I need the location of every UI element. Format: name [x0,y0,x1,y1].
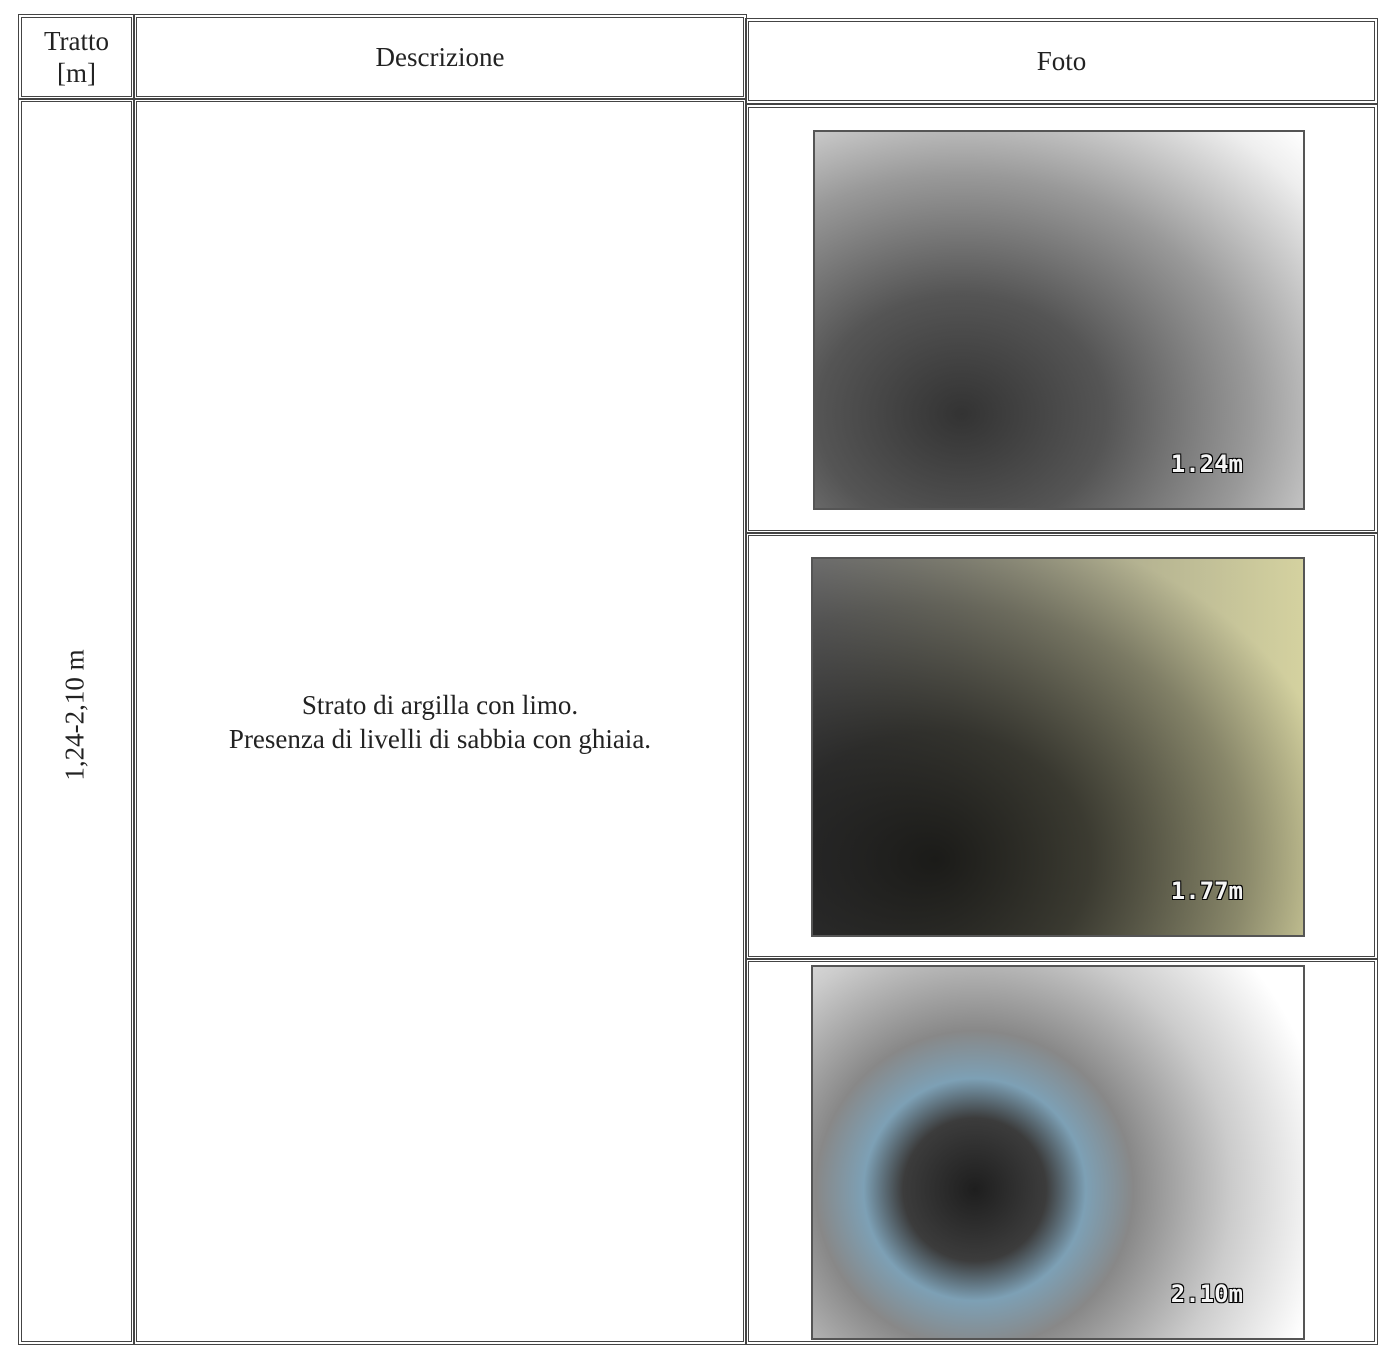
photo-label: 1.77m [1170,877,1243,905]
description-cell: Strato di argilla con limo. Presenza di … [133,98,747,1345]
header-text: Tratto [43,26,110,56]
tratto-value: 1,24-2,10 m [59,649,90,781]
header-text: Descrizione [375,42,505,72]
photo: 1.24m [813,130,1305,510]
header-text: [m] [57,58,96,88]
photo: 1.77m [811,557,1305,937]
header-descrizione: Descrizione [133,14,747,100]
header-foto: Foto [745,18,1378,104]
photo-label: 2.10m [1170,1280,1243,1308]
header-tratto: Tratto [m] [18,14,135,100]
header-text: Foto [1036,46,1087,76]
description-line: Presenza di livelli di sabbia con ghiaia… [228,723,652,754]
photo-label: 1.24m [1170,450,1243,478]
photo-cell [745,958,1378,1345]
description-line: Strato di argilla con limo. [301,689,579,720]
photo: 2.10m [811,965,1305,1340]
